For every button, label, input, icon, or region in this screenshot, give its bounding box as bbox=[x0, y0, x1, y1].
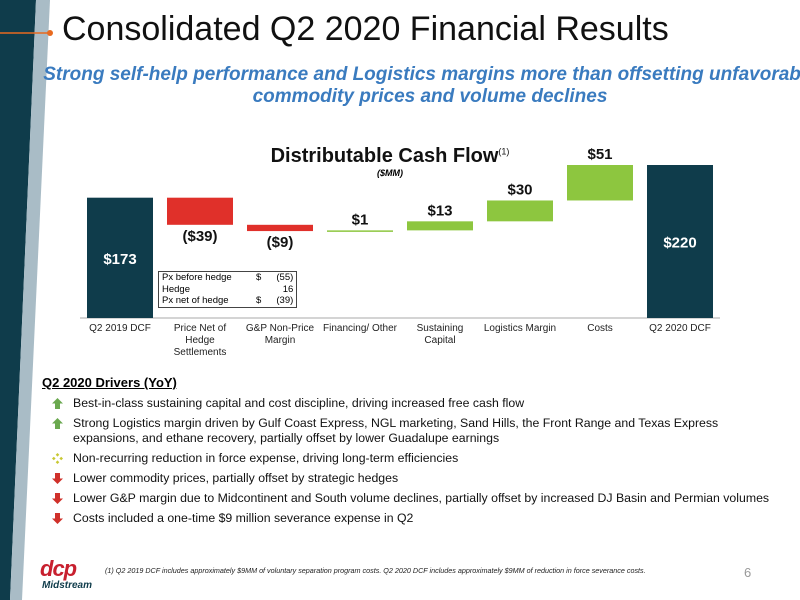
subtitle: Strong self-help performance and Logisti… bbox=[43, 64, 800, 107]
value-label: $30 bbox=[507, 181, 532, 198]
x-tick-label: Q2 2020 DCF bbox=[649, 323, 711, 334]
driver-item: Non-recurring reduction in force expense… bbox=[52, 451, 772, 466]
driver-icon bbox=[52, 473, 63, 484]
side-band bbox=[0, 0, 36, 600]
driver-text: Lower G&P margin due to Midcontinent and… bbox=[73, 491, 770, 505]
driver-item: Costs included a one-time $9 million sev… bbox=[52, 511, 772, 526]
page-number: 6 bbox=[744, 565, 752, 580]
driver-icon bbox=[52, 453, 63, 464]
inset-row: Px before hedge $ (55) bbox=[159, 272, 297, 284]
side-stripe bbox=[10, 0, 50, 600]
logo-sub: Midstream bbox=[42, 580, 93, 591]
chart-title-note: (1) bbox=[498, 146, 510, 157]
inset-row: Px net of hedge $ (39) bbox=[159, 295, 297, 307]
icon-shape bbox=[52, 493, 63, 504]
inset-label: Px net of hedge bbox=[162, 295, 229, 306]
driver-icon bbox=[52, 398, 63, 409]
icon-shape bbox=[52, 418, 63, 429]
bar bbox=[487, 200, 553, 222]
chart-subtitle: ($MM) bbox=[377, 168, 403, 178]
chart-title: Distributable Cash Flow(1) bbox=[240, 145, 540, 168]
icon-shape bbox=[55, 460, 60, 464]
inset-currency: $ bbox=[256, 272, 262, 283]
icon-shape bbox=[52, 513, 63, 524]
footnote: (1) Q2 2019 DCF includes approximately $… bbox=[105, 566, 646, 575]
bar bbox=[87, 197, 153, 318]
drivers-list: Best-in-class sustaining capital and cos… bbox=[52, 396, 772, 531]
driver-icon bbox=[52, 493, 63, 504]
x-tick-label: Q2 2019 DCF bbox=[89, 323, 151, 334]
x-tick-label: Sustaining Capital bbox=[416, 323, 464, 346]
x-tick-label: Costs bbox=[587, 323, 613, 334]
title-dot bbox=[47, 30, 53, 36]
inset-label: Px before hedge bbox=[162, 272, 232, 283]
x-tick-label: G&P Non-Price Margin bbox=[245, 323, 315, 346]
driver-item: Best-in-class sustaining capital and cos… bbox=[52, 396, 772, 411]
driver-item: Lower G&P margin due to Midcontinent and… bbox=[52, 491, 772, 506]
inset-table: Px before hedge $ (55) Hedge 16 Px net of hed… bbox=[158, 271, 298, 308]
value-label: $173 bbox=[103, 251, 136, 268]
inset-row: Hedge 16 bbox=[159, 284, 297, 296]
x-tick-label: Price Net of Hedge Settlements bbox=[173, 323, 227, 358]
driver-item: Lower commodity prices, partially offset… bbox=[52, 471, 772, 486]
bar bbox=[247, 224, 313, 232]
driver-text: Strong Logistics margin driven by Gulf C… bbox=[73, 416, 719, 445]
driver-icon bbox=[52, 418, 63, 429]
driver-text: Non-recurring reduction in force expense… bbox=[73, 451, 459, 465]
icon-shape bbox=[59, 456, 63, 461]
bar bbox=[167, 197, 233, 225]
x-tick-label: Logistics Margin bbox=[483, 323, 557, 334]
value-label: $51 bbox=[587, 146, 612, 163]
chart-title-text: Distributable Cash Flow bbox=[270, 145, 499, 167]
bar bbox=[647, 165, 713, 318]
value-label: $220 bbox=[663, 235, 696, 252]
icon-shape bbox=[55, 453, 60, 457]
driver-icon bbox=[52, 513, 63, 524]
icon-shape bbox=[52, 473, 63, 484]
inset-amount: (39) bbox=[276, 295, 294, 306]
value-label: ($39) bbox=[182, 228, 217, 245]
x-tick-label: Financing/ Other bbox=[323, 323, 397, 334]
inset-label: Hedge bbox=[162, 283, 190, 295]
logo: dcp bbox=[40, 556, 77, 581]
inset-amount: 16 bbox=[282, 283, 294, 295]
bar bbox=[567, 165, 633, 201]
bar bbox=[407, 221, 473, 231]
title: Consolidated Q2 2020 Financial Results bbox=[62, 10, 669, 48]
value-label: $1 bbox=[352, 211, 369, 228]
driver-item: Strong Logistics margin driven by Gulf C… bbox=[52, 416, 772, 446]
driver-text: Costs included a one-time $9 million sev… bbox=[73, 511, 414, 525]
inset-currency bbox=[253, 284, 264, 296]
bar bbox=[327, 230, 393, 232]
value-label: $13 bbox=[427, 202, 452, 219]
icon-shape bbox=[52, 398, 63, 409]
inset-amount: (55) bbox=[276, 272, 294, 283]
inset-currency: $ bbox=[256, 295, 262, 306]
driver-text: Best-in-class sustaining capital and cos… bbox=[73, 396, 525, 410]
value-label: ($9) bbox=[267, 234, 294, 251]
icon-shape bbox=[52, 456, 56, 461]
drivers-heading: Q2 2020 Drivers (YoY) bbox=[42, 375, 177, 390]
driver-text: Lower commodity prices, partially offset… bbox=[73, 471, 399, 485]
